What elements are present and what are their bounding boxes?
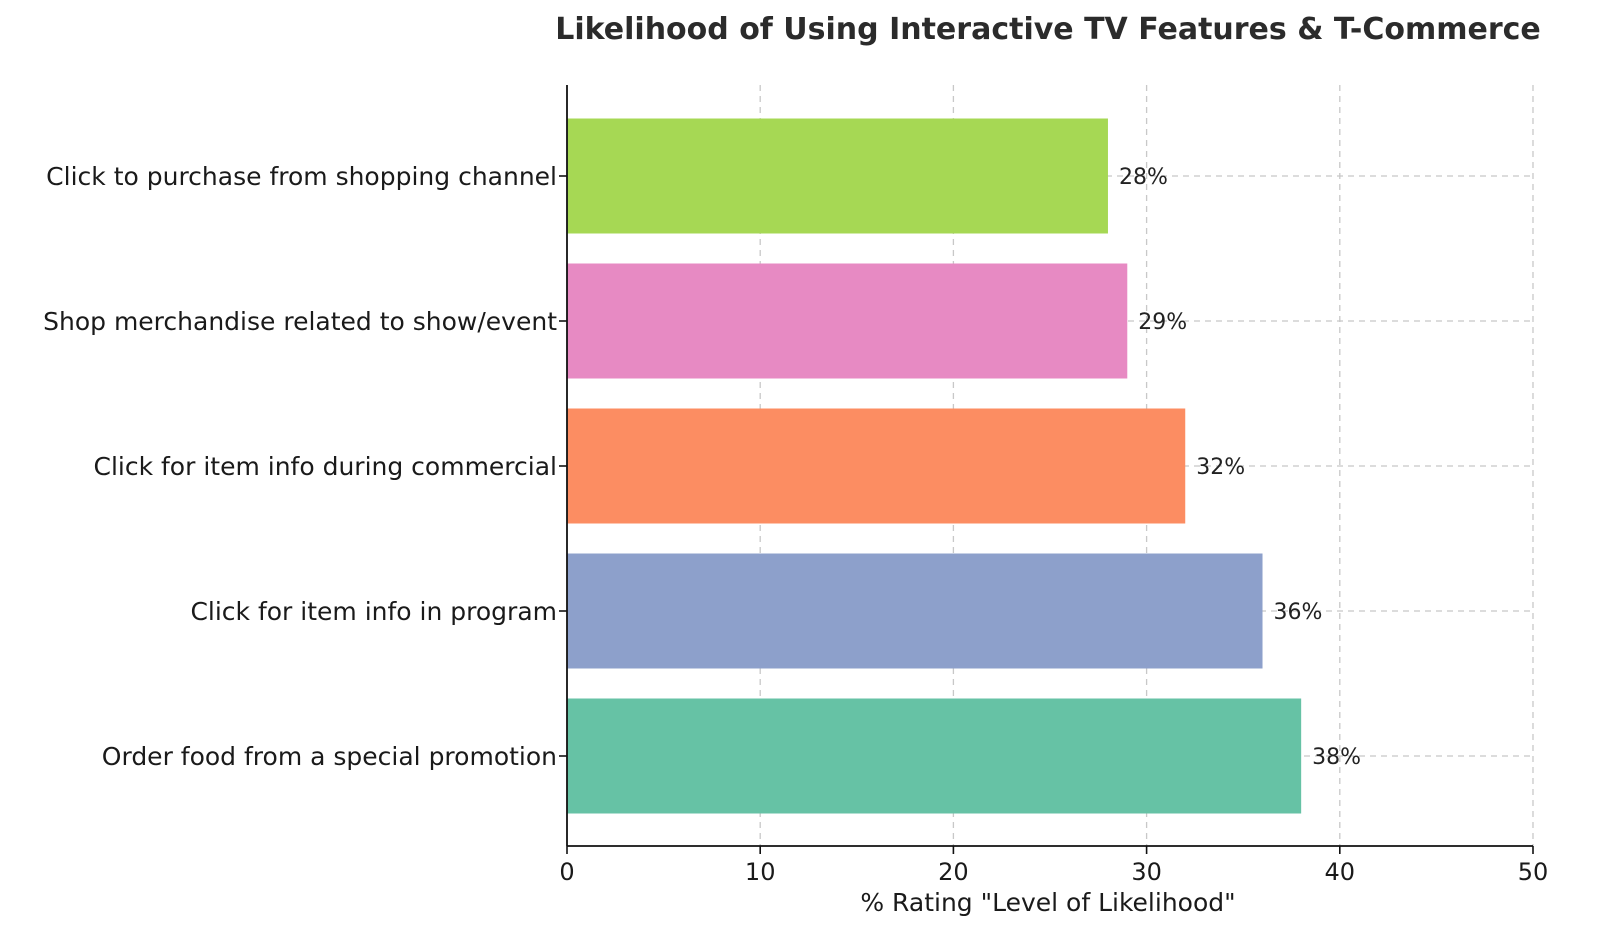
category-label: Click to purchase from shopping channel bbox=[46, 162, 557, 191]
x-axis-title: % Rating "Level of Likelihood" bbox=[860, 888, 1235, 917]
bars bbox=[567, 118, 1302, 814]
x-tick-label: 0 bbox=[559, 858, 574, 886]
data-labels: 38% 36% 32% 29% 28% bbox=[1119, 165, 1361, 770]
x-tick-label: 40 bbox=[1325, 858, 1356, 886]
data-label: 36% bbox=[1274, 600, 1323, 625]
category-label: Order food from a special promotion bbox=[102, 742, 557, 771]
bar bbox=[567, 698, 1302, 814]
category-label: Shop merchandise related to show/event bbox=[43, 307, 557, 336]
x-tick-label: 30 bbox=[1131, 858, 1162, 886]
category-label: Click for item info during commercial bbox=[93, 452, 557, 481]
bar bbox=[567, 553, 1263, 669]
x-tick-label: 50 bbox=[1518, 858, 1549, 886]
x-ticks: 0 10 20 30 40 50 bbox=[559, 175, 1549, 886]
x-tick-label: 10 bbox=[745, 858, 776, 886]
data-label: 28% bbox=[1119, 165, 1168, 190]
bar bbox=[567, 118, 1108, 234]
data-label: 29% bbox=[1138, 310, 1187, 335]
category-label: Click for item info in program bbox=[190, 597, 557, 626]
data-label: 32% bbox=[1196, 455, 1245, 480]
category-labels: Order food from a special promotion Click… bbox=[43, 162, 557, 771]
chart-title: Likelihood of Using Interactive TV Featu… bbox=[555, 12, 1541, 47]
data-label: 38% bbox=[1312, 745, 1361, 770]
bar bbox=[567, 408, 1186, 524]
bar bbox=[567, 263, 1128, 379]
x-tick-label: 20 bbox=[938, 858, 969, 886]
